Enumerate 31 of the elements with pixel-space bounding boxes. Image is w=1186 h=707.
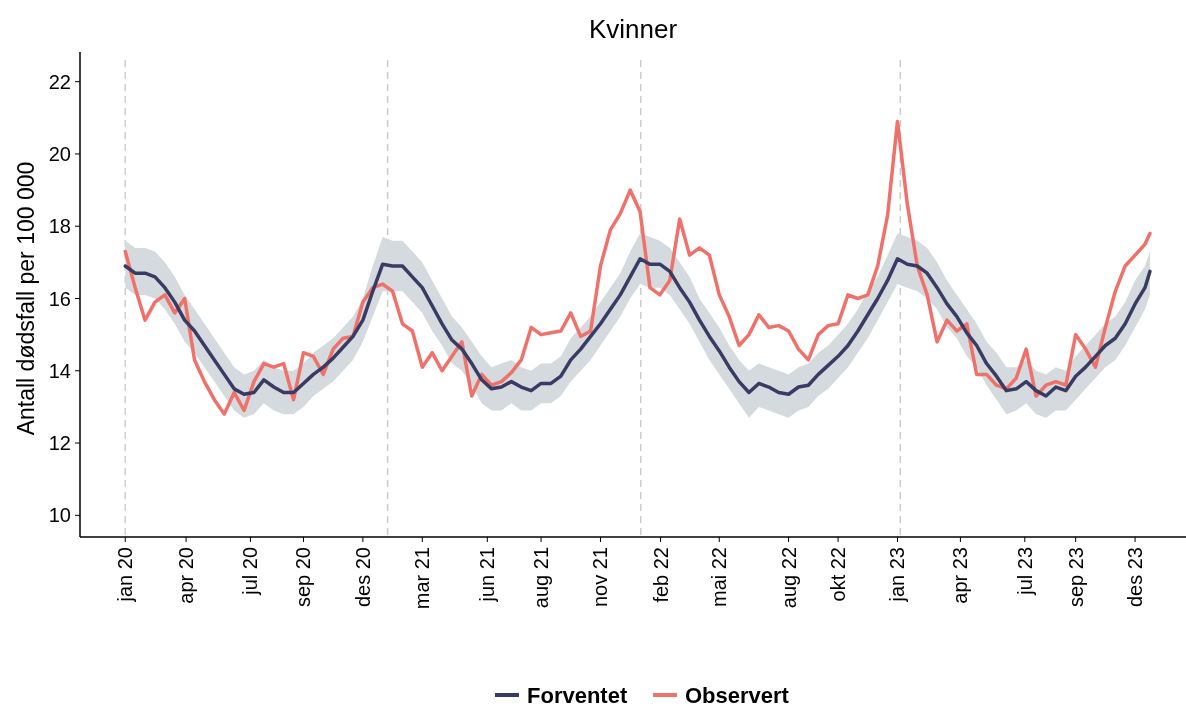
x-tick-label: aug 22 [777, 547, 800, 609]
x-tick-label: okt 22 [827, 547, 850, 602]
y-tick-label: 14 [48, 359, 71, 382]
x-tick-label: aug 21 [530, 547, 553, 609]
y-axis-title: Antall dødsfall per 100 000 [13, 161, 39, 436]
x-tick-label: des 20 [351, 547, 374, 608]
x-tick-label: des 23 [1124, 547, 1147, 608]
x-tick-label: nov 21 [589, 547, 612, 608]
x-tick-label: sep 23 [1064, 547, 1087, 608]
y-tick-label: 22 [48, 70, 71, 93]
x-tick-label: apr 20 [175, 547, 198, 604]
legend-label: Forventet [527, 682, 628, 707]
legend-label: Observert [685, 682, 790, 707]
x-tick-label: feb 22 [649, 547, 672, 603]
x-tick-label: jan 23 [886, 547, 909, 603]
x-tick-label: apr 23 [949, 547, 972, 604]
x-tick-label: mai 22 [708, 547, 731, 608]
chart-title: Kvinner [588, 14, 678, 44]
line-series [123, 119, 1152, 416]
x-tick-label: jan 20 [114, 547, 137, 603]
x-tick-label: jul 20 [239, 547, 262, 596]
y-tick-label: 12 [48, 432, 71, 455]
x-tick-label: sep 20 [292, 547, 315, 608]
y-tick-label: 10 [48, 504, 71, 527]
y-tick-label: 16 [48, 287, 71, 310]
x-tick-label: jun 21 [476, 547, 499, 603]
y-tick-label: 20 [48, 142, 71, 165]
y-tick-label: 18 [48, 215, 71, 238]
x-tick-label: jul 23 [1013, 547, 1036, 596]
x-tick-label: mar 21 [411, 547, 434, 610]
line-series [123, 257, 1152, 398]
